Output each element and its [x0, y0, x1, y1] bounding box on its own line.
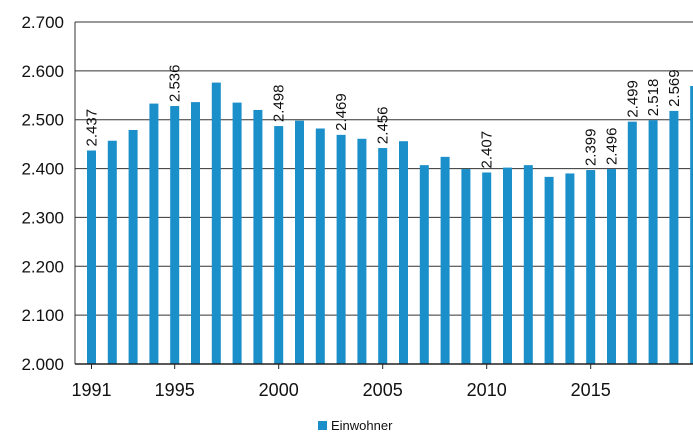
y-tick-label: 2.400 — [21, 160, 64, 179]
data-label: 2.456 — [375, 107, 392, 145]
bar — [461, 169, 471, 364]
data-label: 2.518 — [645, 79, 662, 117]
data-label: 2.569 — [666, 69, 683, 107]
bar — [440, 156, 450, 364]
bar — [399, 141, 408, 364]
x-tick-label: 2005 — [363, 380, 403, 400]
bar — [336, 134, 346, 364]
x-tick-label: 2000 — [259, 380, 299, 400]
bar — [211, 82, 221, 364]
data-labels: 2.437 2.536 2.498 2.469 2.456 2.407 2.399 2.496… — [84, 64, 683, 168]
y-tick-label: 2.300 — [21, 208, 64, 227]
bar — [295, 120, 304, 364]
x-tick-label: 2015 — [571, 380, 611, 400]
y-tick-label: 2.100 — [21, 306, 64, 325]
bar — [378, 148, 388, 364]
bar — [232, 102, 242, 364]
bar — [523, 165, 533, 364]
bar — [87, 150, 96, 364]
data-label: 2.498 — [271, 85, 288, 123]
data-label: 2.499 — [624, 80, 641, 118]
bar — [669, 110, 679, 364]
data-label: 2.469 — [333, 93, 350, 131]
bar — [503, 167, 512, 364]
legend-swatch — [318, 421, 327, 430]
bars — [87, 82, 693, 365]
y-tick-label: 2.200 — [21, 257, 64, 276]
data-label: 2.496 — [604, 128, 621, 166]
bar — [107, 140, 117, 364]
bar — [627, 121, 637, 364]
data-label: 2.399 — [583, 128, 600, 166]
x-tick-label: 1991 — [71, 380, 111, 400]
bar — [191, 102, 200, 364]
bar — [357, 138, 367, 364]
bar — [274, 126, 284, 365]
legend-label: Einwohner — [331, 418, 393, 433]
legend: Einwohner — [318, 418, 392, 433]
bar — [565, 173, 575, 364]
bar — [648, 120, 658, 365]
bar — [586, 170, 596, 364]
x-tick-label: 2010 — [467, 380, 507, 400]
data-label: 2.437 — [84, 109, 101, 147]
axes: 2.000 2.100 2.200 2.300 2.400 2.500 2.600 2.700… — [21, 13, 693, 400]
bar — [419, 165, 429, 364]
y-tick-label: 2.000 — [21, 355, 64, 374]
x-tick-label: 1995 — [155, 380, 195, 400]
bar — [253, 109, 263, 364]
bar — [170, 106, 180, 364]
bar — [607, 169, 616, 364]
y-tick-label: 2.500 — [21, 111, 64, 130]
bar — [315, 128, 325, 364]
data-label: 2.407 — [479, 131, 496, 169]
bar — [544, 176, 554, 364]
data-label: 2.536 — [167, 64, 184, 102]
bar — [128, 129, 138, 364]
bar — [482, 172, 492, 364]
y-tick-label: 2.600 — [21, 62, 64, 81]
bar — [149, 103, 159, 364]
y-tick-label: 2.700 — [21, 13, 64, 32]
bar — [690, 86, 693, 364]
